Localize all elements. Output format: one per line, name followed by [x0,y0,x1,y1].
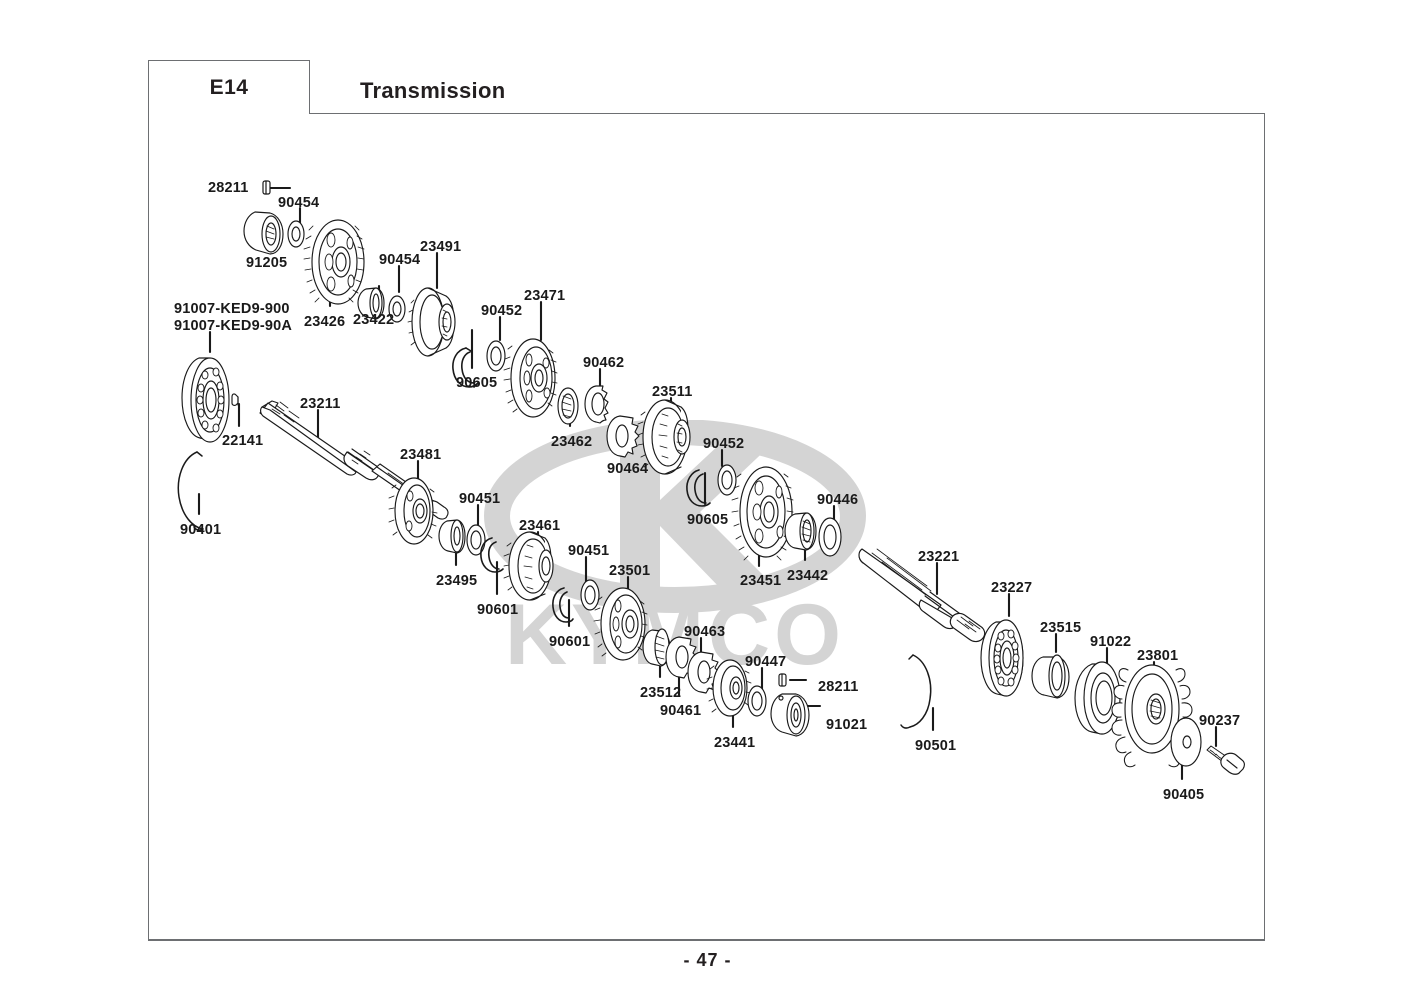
section-code-tab: E14 [148,60,310,114]
part-label-23481: 23481 [400,447,442,463]
part-label-90501: 90501 [915,738,957,754]
part-label-90447: 90447 [745,654,787,670]
part-label-90454-2: 90454 [379,252,421,268]
part-label-23512: 23512 [640,685,682,701]
part-label-22141: 22141 [222,433,264,449]
part-label-90605-2: 90605 [687,512,729,528]
part-label-90446: 90446 [817,492,859,508]
part-label-91021: 91021 [826,717,868,733]
part-label-90601: 90601 [477,602,519,618]
part-label-90464: 90464 [607,461,649,477]
part-label-23441: 23441 [714,735,756,751]
part-label-23451: 23451 [740,573,782,589]
part-label-23491: 23491 [420,239,462,255]
part-label-90601-2: 90601 [549,634,591,650]
part-label-90401: 90401 [180,522,222,538]
footer-rule [148,940,1265,941]
part-label-23462: 23462 [551,434,593,450]
section-code-label: E14 [209,75,249,99]
part-label-23801: 23801 [1137,648,1179,664]
part-label-91007-ked9-90a: 91007-KED9-90A [174,318,293,334]
part-label-90451-2: 90451 [568,543,610,559]
part-label-90463: 90463 [684,624,726,640]
part-label-91022: 91022 [1090,634,1132,650]
part-label-91007-ked9-900: 91007-KED9-900 [174,301,290,317]
part-label-23461: 23461 [519,518,561,534]
part-label-90461: 90461 [660,703,702,719]
part-label-91205: 91205 [246,255,288,271]
header-rule [310,113,1265,114]
part-label-90405: 90405 [1163,787,1205,803]
page-number: - 47 - [683,950,732,970]
part-label-90462: 90462 [583,355,625,371]
part-label-23442: 23442 [787,568,829,584]
part-label-90237: 90237 [1199,713,1241,729]
part-label-90451: 90451 [459,491,501,507]
part-label-23471: 23471 [524,288,566,304]
part-label-23227: 23227 [991,580,1033,596]
part-label-90452-2: 90452 [703,436,745,452]
part-label-23211: 23211 [300,396,341,412]
part-label-90605: 90605 [456,375,498,391]
part-label-23501: 23501 [609,563,651,579]
part-label-23495: 23495 [436,573,478,589]
part-label-28211-2: 28211 [818,679,859,695]
part-label-28211: 28211 [208,180,249,196]
part-label-23515: 23515 [1040,620,1082,636]
part-label-23426: 23426 [304,314,346,330]
part-label-23221: 23221 [918,549,960,565]
part-label-23422: 23422 [353,312,395,328]
page-title: Transmission [360,78,506,103]
part-label-23511: 23511 [652,384,693,400]
part-label-90454: 90454 [278,195,320,211]
part-label-90452: 90452 [481,303,523,319]
